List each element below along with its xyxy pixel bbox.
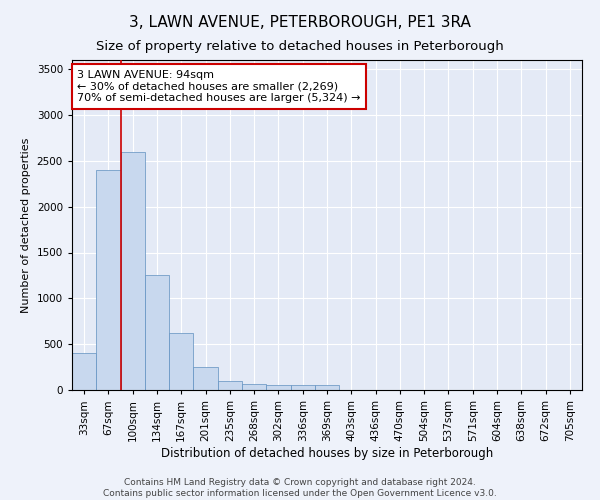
Text: Contains HM Land Registry data © Crown copyright and database right 2024.
Contai: Contains HM Land Registry data © Crown c… [103, 478, 497, 498]
Bar [242, 384, 266, 390]
Text: 3 LAWN AVENUE: 94sqm
← 30% of detached houses are smaller (2,269)
70% of semi-de: 3 LAWN AVENUE: 94sqm ← 30% of detached h… [77, 70, 361, 103]
Bar [193, 367, 218, 390]
Y-axis label: Number of detached properties: Number of detached properties [21, 138, 31, 312]
Bar [315, 386, 339, 390]
Text: 3, LAWN AVENUE, PETERBOROUGH, PE1 3RA: 3, LAWN AVENUE, PETERBOROUGH, PE1 3RA [129, 15, 471, 30]
Bar [218, 381, 242, 390]
Bar [145, 276, 169, 390]
Bar [290, 385, 315, 390]
Text: Size of property relative to detached houses in Peterborough: Size of property relative to detached ho… [96, 40, 504, 53]
X-axis label: Distribution of detached houses by size in Peterborough: Distribution of detached houses by size … [161, 446, 493, 460]
Bar [72, 354, 96, 390]
Bar [96, 170, 121, 390]
Bar [266, 384, 290, 390]
Bar [169, 333, 193, 390]
Bar [121, 152, 145, 390]
